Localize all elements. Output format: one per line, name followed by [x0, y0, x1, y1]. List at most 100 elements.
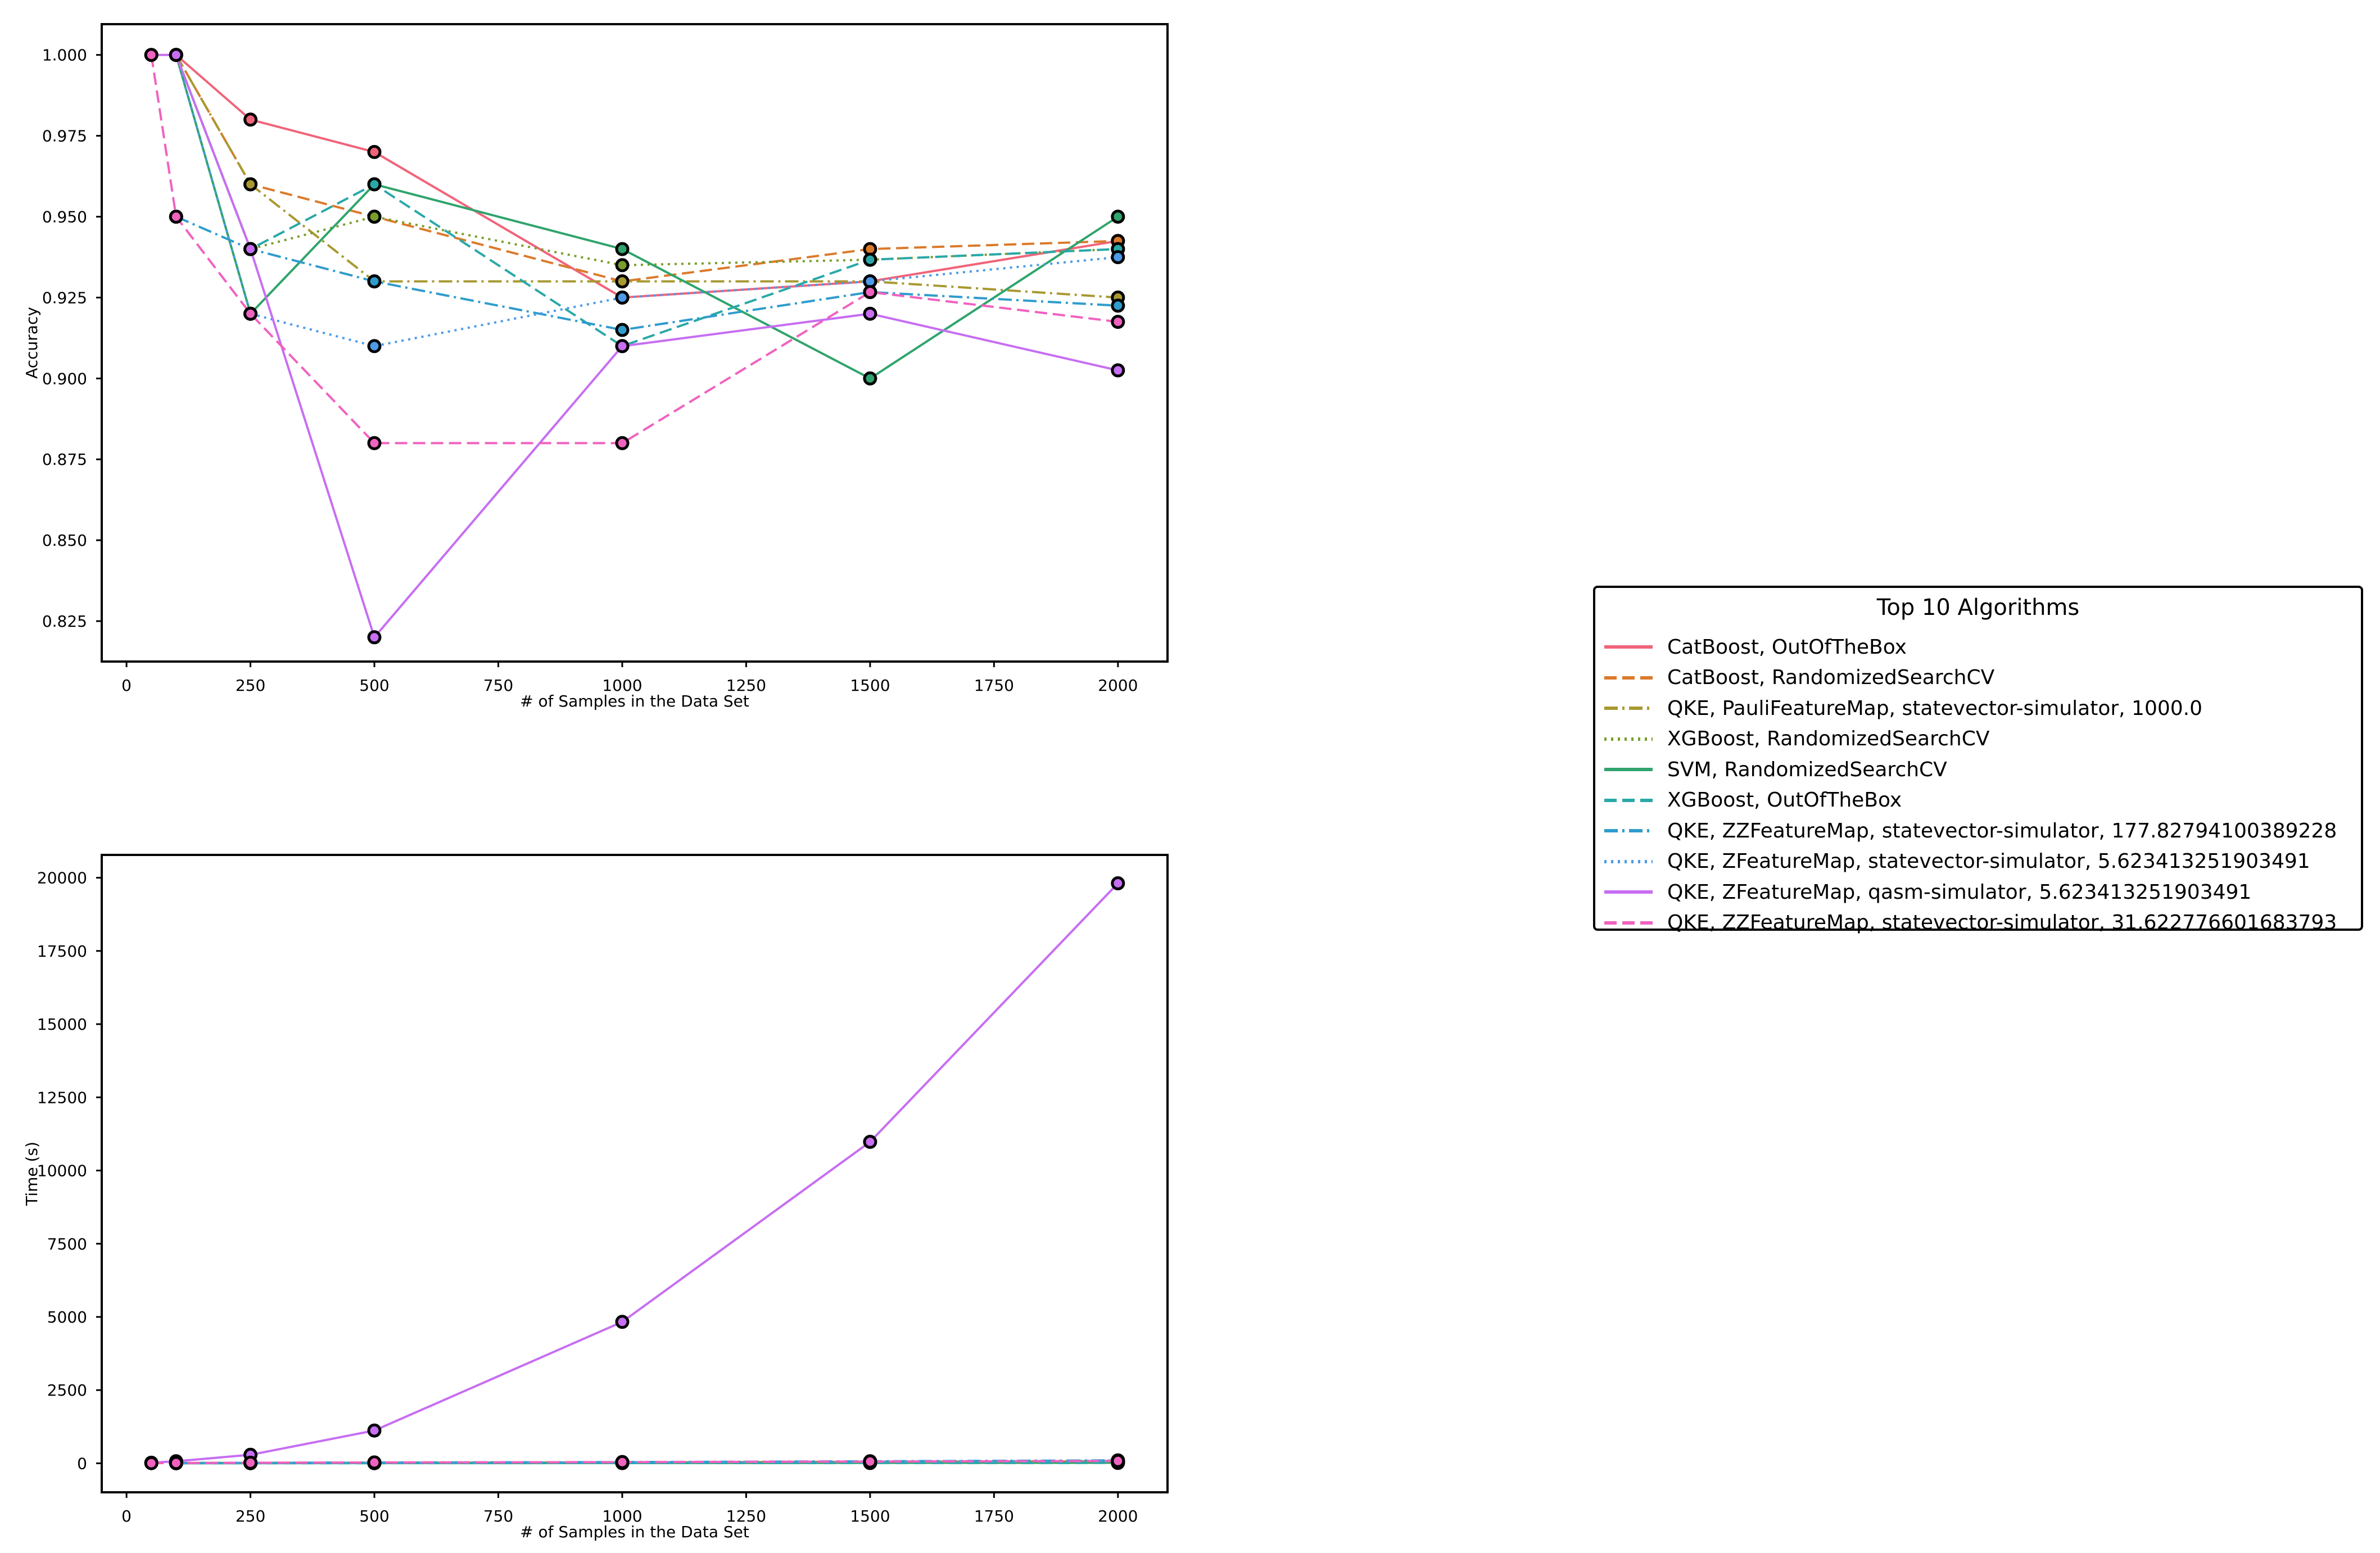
x-tick-label: 250	[236, 1507, 265, 1525]
data-point	[243, 1455, 258, 1470]
plot-frame	[101, 23, 1169, 663]
data-point	[367, 630, 382, 645]
data-point	[169, 1456, 183, 1470]
data-point	[1111, 210, 1125, 224]
y-tick-label: 20000	[37, 869, 87, 888]
data-point	[863, 1454, 877, 1469]
x-tick-label: 0	[121, 676, 132, 695]
series-line-2	[175, 54, 1118, 299]
y-axis-label: Accuracy	[22, 307, 41, 379]
data-point	[243, 306, 258, 321]
series-line-0	[175, 54, 1119, 299]
y-tick-label: 0.950	[42, 208, 87, 227]
data-point	[1111, 298, 1125, 313]
legend-item: QKE, ZZFeatureMap, statevector-simulator…	[1603, 908, 2337, 938]
x-tick-label: 2000	[1098, 676, 1138, 695]
data-point	[367, 177, 382, 192]
x-tick-label: 750	[483, 676, 513, 695]
x-axis-label: # of Samples in the Data Set	[520, 1523, 749, 1541]
data-point	[615, 323, 630, 337]
legend-item: XGBoost, OutOfTheBox	[1603, 785, 1902, 816]
data-point	[863, 306, 877, 321]
accuracy-chart: 0 250 500 750 1000 1250 1500 1750 2000 0.825 0.850…	[22, 23, 1169, 710]
data-point	[144, 48, 159, 62]
x-tick-label: 1000	[602, 1507, 642, 1525]
legend-swatch	[1604, 737, 1653, 741]
y-axis-label: Time (s)	[22, 1142, 41, 1206]
data-point	[615, 436, 630, 450]
y-tick-label: 15000	[37, 1015, 87, 1034]
data-point	[863, 371, 877, 386]
y-tick-label: 0.925	[42, 288, 87, 307]
y-tick-label: 0.875	[42, 450, 87, 469]
time-chart: 0 250 500 750 1000 1250 1500 1750 20000250050007…	[22, 854, 1169, 1541]
x-tick-label: 2000	[1098, 1507, 1138, 1525]
data-point	[615, 290, 630, 305]
legend-label: QKE, ZFeatureMap, qasm-simulator, 5.6234…	[1667, 880, 2252, 904]
legend-label: CatBoost, OutOfTheBox	[1667, 635, 1907, 659]
legend-label: QKE, ZFeatureMap, statevector-simulator,…	[1667, 850, 2310, 873]
y-tick-label: 17500	[37, 942, 87, 961]
x-tick-label: 1750	[974, 676, 1014, 695]
legend-item: CatBoost, OutOfTheBox	[1603, 632, 1907, 662]
x-tick-label: 1250	[726, 1507, 766, 1525]
data-point	[243, 177, 258, 192]
x-axis-label: # of Samples in the Data Set	[520, 692, 749, 710]
data-point	[1111, 876, 1125, 890]
legend-label: XGBoost, OutOfTheBox	[1667, 789, 1902, 812]
legend-swatch	[1604, 645, 1653, 649]
data-point	[243, 112, 258, 127]
legend-swatch	[1604, 921, 1653, 925]
series-line-8	[151, 882, 1119, 1464]
y-tick-label: 0.825	[42, 612, 87, 631]
data-point	[367, 1455, 382, 1470]
legend-swatch	[1604, 676, 1653, 680]
x-tick-label: 500	[359, 676, 389, 695]
series-line-9	[150, 55, 1119, 445]
data-point	[615, 1455, 630, 1469]
y-tick-label: 0	[77, 1454, 87, 1473]
data-point	[863, 252, 877, 267]
data-point	[615, 242, 630, 256]
legend-label: QKE, ZZFeatureMap, statevector-simulator…	[1667, 911, 2337, 934]
y-tick-label: 0.900	[42, 369, 87, 388]
x-tick-label: 1500	[850, 676, 890, 695]
x-tick-label: 1000	[602, 676, 642, 695]
series-line-5	[175, 54, 1118, 347]
legend-swatch	[1604, 829, 1653, 832]
data-point	[367, 339, 382, 354]
legend-label: CatBoost, RandomizedSearchCV	[1667, 666, 1995, 689]
legend-swatch	[1604, 890, 1653, 894]
data-point	[615, 258, 630, 273]
x-tick-label: 1500	[850, 1507, 890, 1525]
legend: Top 10 Algorithms CatBoost, OutOfTheBox C…	[1593, 586, 2363, 934]
legend-swatch	[1604, 707, 1653, 710]
legend-label: XGBoost, RandomizedSearchCV	[1667, 727, 1990, 750]
legend-label: SVM, RandomizedSearchCV	[1667, 758, 1947, 781]
data-point	[615, 1315, 630, 1329]
series-line-8	[151, 53, 1119, 639]
data-point	[367, 144, 382, 159]
series-line-3	[175, 54, 1118, 266]
y-tick-label: 0.975	[42, 127, 87, 146]
legend-item: CatBoost, RandomizedSearchCV	[1603, 663, 1994, 693]
legend-swatch	[1604, 768, 1653, 771]
data-point	[169, 48, 183, 62]
legend-item: QKE, PauliFeatureMap, statevector-simula…	[1603, 693, 2202, 723]
legend-swatch	[1604, 798, 1653, 802]
data-point	[169, 210, 183, 224]
data-point	[1111, 250, 1125, 264]
legend-item: QKE, ZFeatureMap, qasm-simulator, 5.6234…	[1603, 877, 2251, 907]
legend-swatch	[1604, 859, 1653, 863]
legend-item: XGBoost, RandomizedSearchCV	[1603, 724, 1989, 754]
series-line-1	[175, 54, 1118, 283]
y-tick-label: 10000	[37, 1162, 87, 1180]
series-line-4	[175, 55, 1119, 380]
data-point	[863, 285, 877, 300]
y-tick-label: 1.000	[42, 46, 87, 65]
y-tick-label: 2500	[47, 1381, 87, 1400]
y-tick-label: 5000	[47, 1308, 87, 1326]
x-tick-label: 0	[121, 1507, 132, 1525]
legend-label: QKE, ZZFeatureMap, statevector-simulator…	[1667, 819, 2337, 843]
